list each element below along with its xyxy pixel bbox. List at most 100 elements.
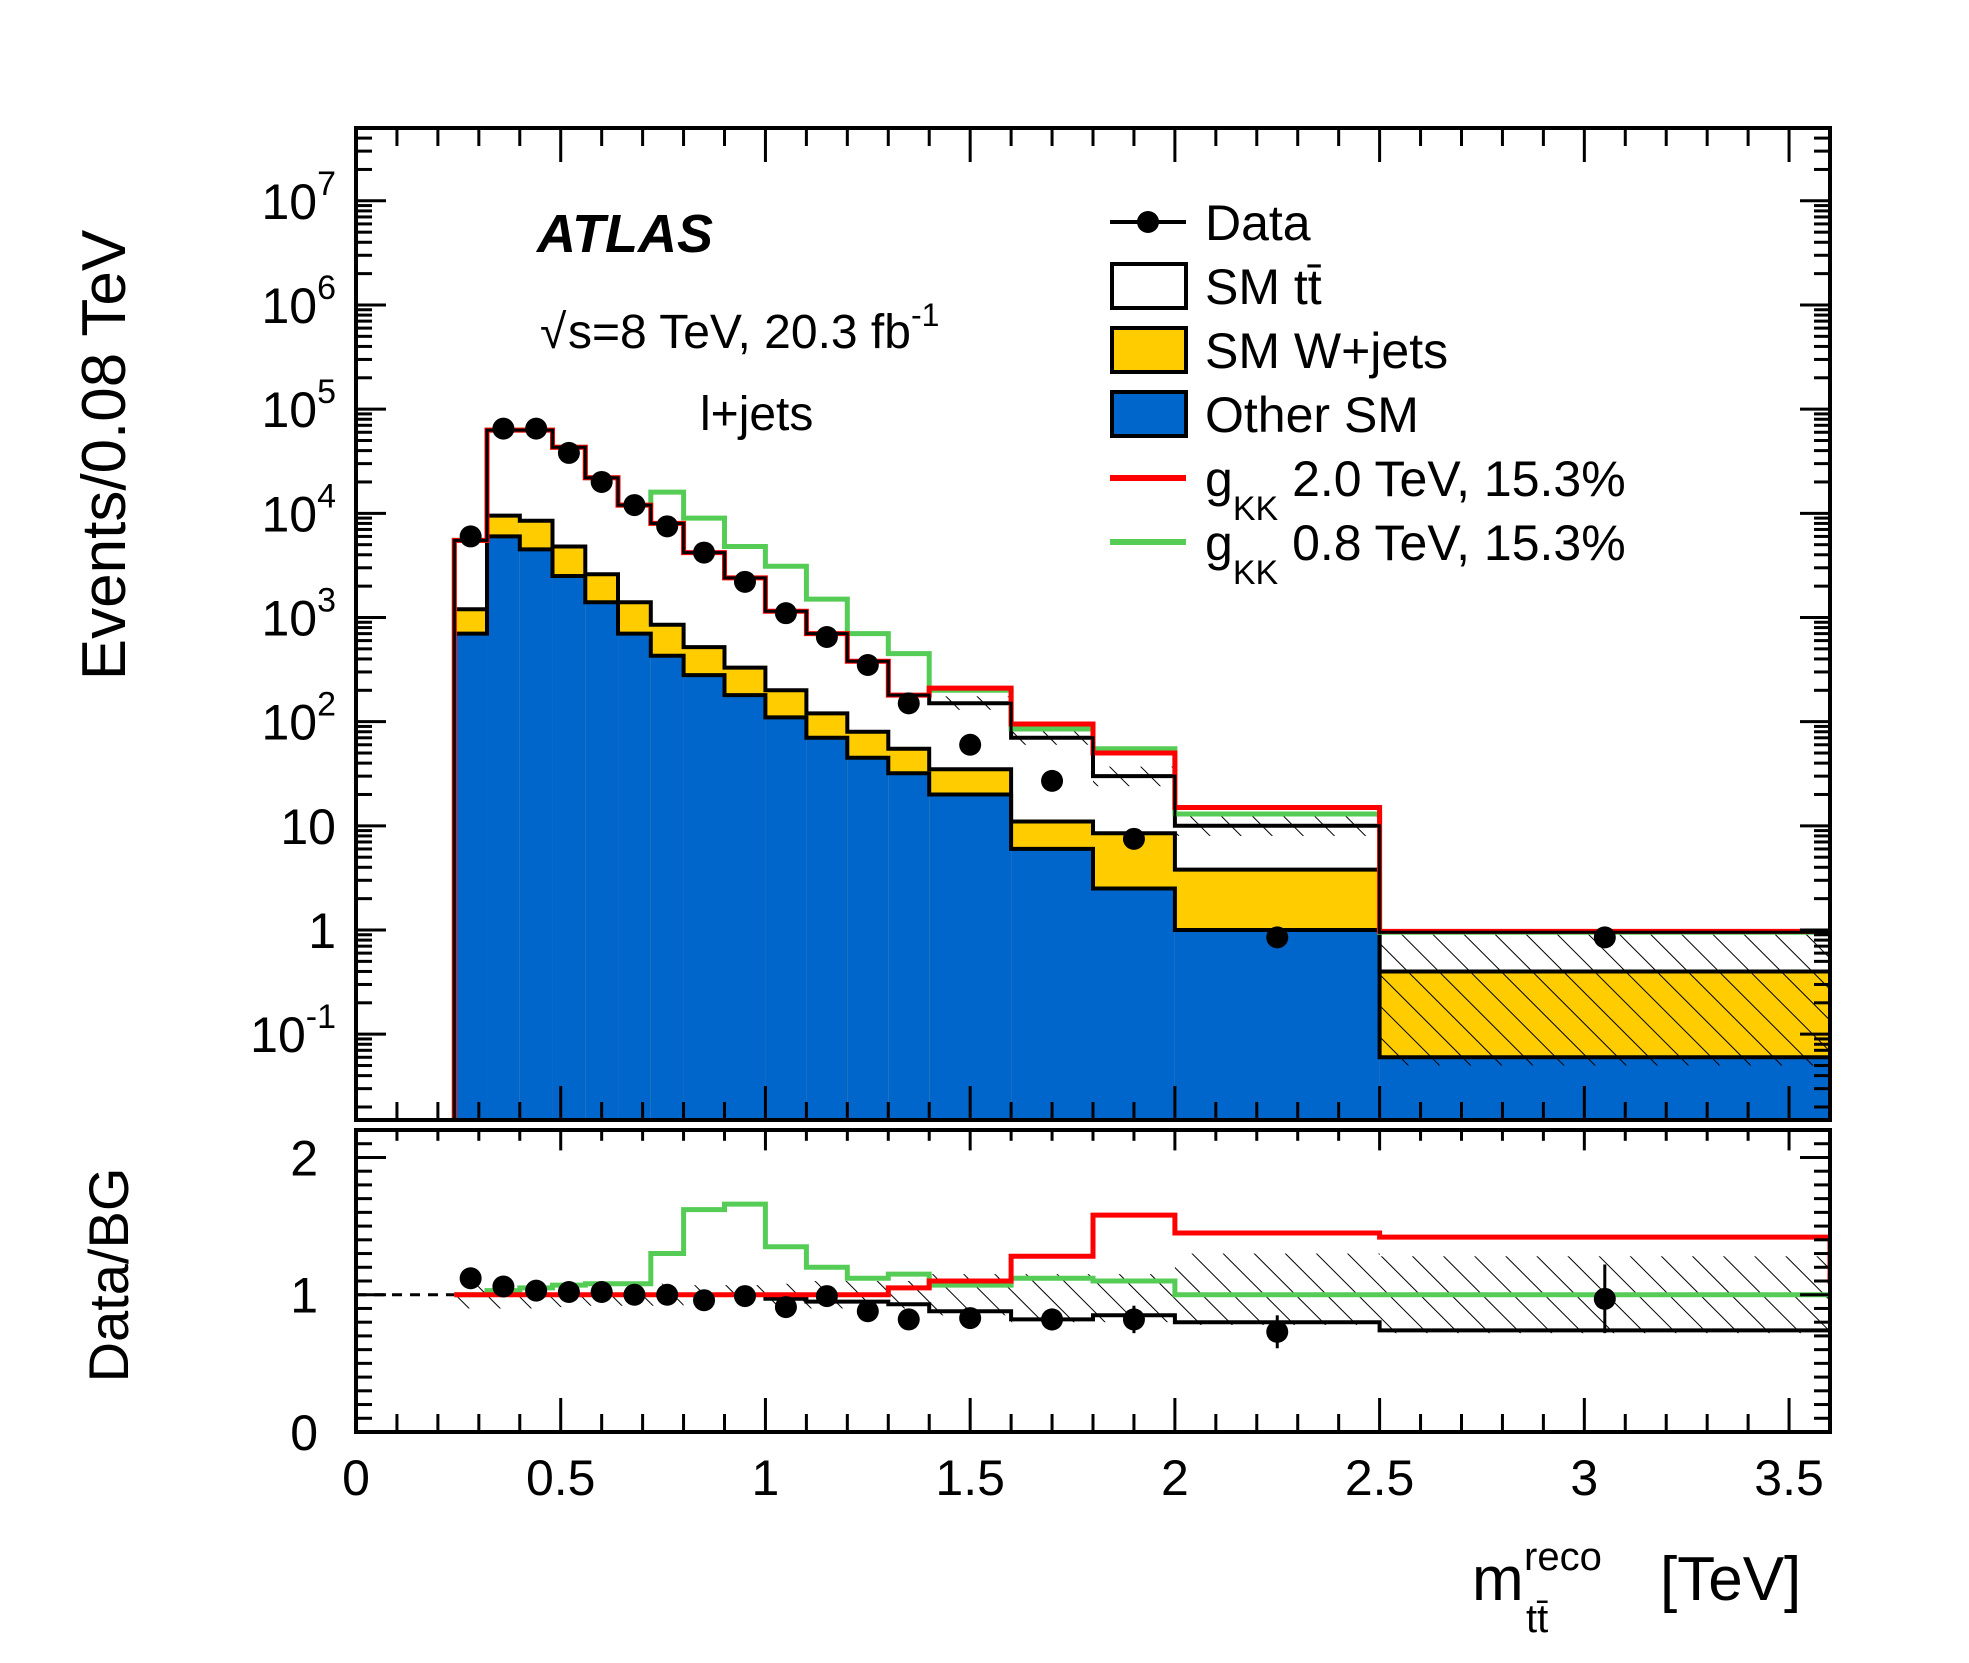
main-y-tick-label: 107 <box>261 165 336 230</box>
main-y-tick-base: 10 <box>250 1007 306 1063</box>
stack-othersm-bar <box>683 675 725 1120</box>
ratio-y-tick-label: 1 <box>290 1268 318 1324</box>
stack-othersm-bar <box>487 536 520 1120</box>
legend-label: Other SM <box>1205 387 1419 443</box>
stack-othersm-bar <box>552 576 586 1120</box>
lumi-exponent: -1 <box>911 297 939 333</box>
ratio-data-point <box>525 1279 548 1302</box>
ratio-data-point <box>815 1285 838 1308</box>
legend-label-sub: KK <box>1233 554 1279 592</box>
main-y-tick-exp: 5 <box>317 373 336 411</box>
stack-othersm-bar <box>519 549 553 1120</box>
main-y-tick-base: 10 <box>261 278 317 334</box>
legend-label-rest: 0.8 TeV, 15.3% <box>1278 515 1626 571</box>
ratio-data-point <box>1266 1320 1289 1343</box>
data-point <box>623 494 646 517</box>
main-y-tick-base: 10 <box>261 695 317 751</box>
stack-othersm-bar <box>454 633 488 1120</box>
ratio-gkk-0p8-line <box>454 1201 1830 1298</box>
data-point <box>492 417 515 440</box>
stack-othersm-bar <box>724 695 766 1120</box>
main-y-tick-label: 10-1 <box>250 998 336 1063</box>
x-tick-label: 3 <box>1570 1450 1598 1506</box>
ratio-syst-band-bin <box>1174 1253 1380 1325</box>
stack-othersm-bar <box>929 794 1012 1120</box>
main-y-tick-base: 10 <box>261 382 317 438</box>
energy-lumi-label: s=8 TeV, 20.3 fb-1 <box>568 297 939 359</box>
legend-label-sub: KK <box>1233 490 1279 528</box>
data-point <box>557 441 580 464</box>
stack-othersm-bar <box>585 602 619 1120</box>
sqrt-symbol: √ <box>540 306 567 359</box>
ratio-data-point <box>959 1307 982 1330</box>
stack-ttbar-outline-top <box>452 428 1830 1120</box>
data-point <box>525 417 548 440</box>
stack-othersm-bar <box>650 655 684 1120</box>
data-point <box>897 692 920 715</box>
data-point <box>459 525 482 548</box>
main-y-tick-label: 102 <box>261 686 336 751</box>
ratio-data-points <box>459 1264 1616 1349</box>
main-y-tick-base: 10 <box>261 486 317 542</box>
stack-othersm-bar <box>1093 888 1175 1120</box>
main-y-tick-base: 10 <box>280 799 336 855</box>
ratio-data-point <box>774 1296 797 1319</box>
data-point <box>733 570 756 593</box>
main-y-tick-exp: 4 <box>317 477 336 515</box>
syst-band-bin <box>1379 930 1830 1066</box>
ratio-data-point <box>856 1300 879 1323</box>
data-point <box>1041 769 1064 792</box>
annotations: ATLAS √ s=8 TeV, 20.3 fb-1 l+jets <box>535 204 939 441</box>
legend-label-main: SM W+jets <box>1205 323 1448 379</box>
stack-othersm-bar <box>888 773 930 1120</box>
x-axis-title-main: m <box>1472 1545 1524 1614</box>
stack-othersm-outline <box>452 534 1830 1120</box>
main-y-tick-exp: -1 <box>306 998 336 1036</box>
data-point <box>693 541 716 564</box>
main-y-tick-exp: 7 <box>317 165 336 203</box>
legend-data-marker <box>1137 211 1159 233</box>
ratio-data-point <box>557 1280 580 1303</box>
main-y-tick-label: 10 <box>280 799 336 855</box>
main-y-tick-label: 103 <box>261 581 336 646</box>
ratio-y-axis-title: Data/BG <box>77 1168 140 1383</box>
x-tick-label: 3.5 <box>1754 1450 1824 1506</box>
main-y-tick-base: 10 <box>261 590 317 646</box>
legend-label-main: SM tt̄ <box>1205 259 1322 315</box>
legend-label: gKK 2.0 TeV, 15.3% <box>1205 451 1626 528</box>
main-stacked-histogram <box>452 428 1830 1120</box>
ratio-data-point <box>733 1285 756 1308</box>
atlas-label: ATLAS <box>535 204 713 264</box>
stack-wjets-outline <box>452 513 1830 1120</box>
x-tick-label: 2 <box>1161 1450 1189 1506</box>
ratio-data-point <box>492 1275 515 1298</box>
x-tick-label: 0.5 <box>526 1450 596 1506</box>
legend-label-main: Other SM <box>1205 387 1419 443</box>
x-tick-label: 1.5 <box>935 1450 1005 1506</box>
x-tick-label: 2.5 <box>1345 1450 1415 1506</box>
channel-label: l+jets <box>700 388 813 441</box>
ratio-data-point <box>656 1283 679 1306</box>
stack-othersm-bar <box>1011 848 1093 1120</box>
ratio-data-point <box>623 1283 646 1306</box>
ratio-data-point <box>459 1267 482 1290</box>
x-axis-title-sup: reco <box>1524 1535 1602 1579</box>
data-point <box>1593 926 1616 949</box>
main-y-tick-exp: 3 <box>317 581 336 619</box>
legend-label-main: g <box>1205 451 1233 507</box>
data-point <box>959 733 982 756</box>
x-axis-ticks: 0 0.5 1 1.5 2 2.5 3 3.5 <box>342 128 1832 1506</box>
data-point <box>774 602 797 625</box>
ratio-y-tick-label: 2 <box>290 1130 318 1186</box>
main-y-tick-label: 106 <box>261 269 336 334</box>
main-y-tick-base: 10 <box>261 174 317 230</box>
ratio-data-point <box>693 1289 716 1312</box>
ratio-data-point <box>590 1280 613 1303</box>
main-signal-lines <box>451 427 1830 1120</box>
ratio-data-point <box>1122 1308 1145 1331</box>
ratio-data-point <box>1593 1287 1616 1310</box>
ratio-gkk-2p0-line <box>454 1212 1830 1298</box>
